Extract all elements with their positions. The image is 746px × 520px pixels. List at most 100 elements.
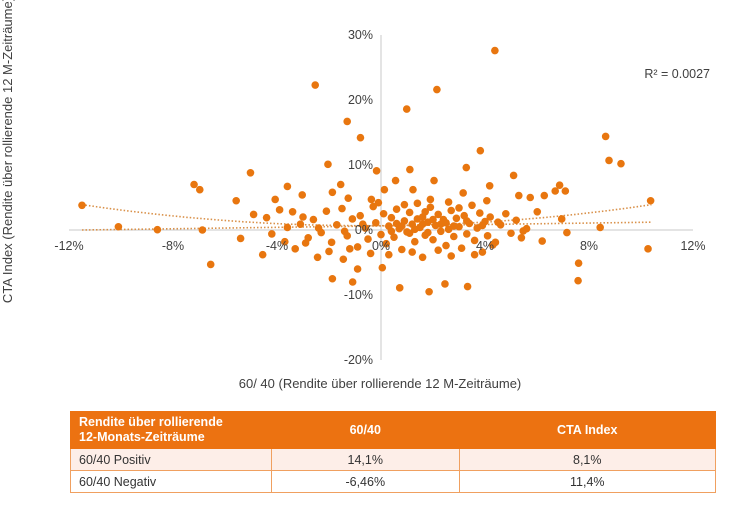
data-point [551, 187, 559, 195]
cell-cta: 11,4% [458, 470, 717, 493]
data-point [430, 176, 438, 185]
x-tick-label: 8% [580, 239, 598, 253]
data-point [324, 160, 332, 169]
data-point [411, 237, 419, 246]
data-point [468, 201, 476, 210]
data-point [385, 250, 393, 259]
data-point [364, 235, 372, 243]
data-point [646, 196, 655, 205]
data-point [114, 222, 123, 231]
polynomial-trendline [81, 203, 652, 227]
header-cta: CTA Index [458, 411, 717, 449]
data-point [426, 203, 435, 212]
data-point [533, 208, 542, 216]
cell-cta: 8,1% [458, 448, 717, 471]
data-point [509, 171, 518, 180]
data-point [557, 215, 566, 223]
data-point [512, 216, 520, 225]
data-point [291, 245, 300, 253]
data-point [424, 228, 432, 237]
data-point [322, 207, 331, 215]
y-tick-label: 0% [355, 223, 373, 237]
data-point [367, 195, 376, 204]
y-axis-title: CTA Index (Rendite über rollierende 12 M… [0, 0, 15, 304]
data-point [442, 241, 450, 250]
data-point [309, 215, 318, 224]
data-point [299, 213, 307, 221]
axes [69, 35, 693, 360]
data-point [374, 198, 383, 207]
data-point [455, 204, 463, 212]
data-point [421, 208, 430, 216]
data-point [526, 193, 535, 202]
row-label: 60/40 Negativ [70, 470, 272, 493]
data-point [275, 206, 284, 214]
x-tick-label: 0% [372, 239, 390, 253]
data-point [400, 200, 409, 209]
data-point [644, 245, 652, 253]
data-point [314, 224, 323, 232]
data-point [413, 215, 422, 223]
data-point [470, 250, 479, 259]
cell-6040: 14,1% [271, 448, 460, 471]
data-point [346, 245, 354, 253]
summary-table: Rendite über rollierende 12-Monats-Zeiträ… [70, 411, 717, 493]
data-point [555, 181, 564, 189]
data-point [353, 243, 362, 251]
data-point [489, 241, 497, 249]
data-point [406, 165, 414, 174]
data-point [398, 222, 406, 230]
data-point [369, 202, 378, 211]
tick-labels: -12% -8% -4% 0% 4% 8% 12% -20% -10% 0% 10% 20% 30% [54, 28, 705, 367]
data-point [380, 185, 389, 194]
header-period: Rendite über rollierende 12-Monats-Zeiträ… [70, 411, 272, 449]
header-period-line2: 12-Monats-Zeiträume [79, 430, 205, 444]
data-point [340, 227, 349, 236]
data-point [344, 194, 353, 202]
data-point [395, 284, 404, 292]
data-point [391, 176, 400, 185]
x-tick-label: -8% [162, 239, 184, 253]
data-point [327, 238, 336, 247]
data-point [483, 232, 492, 240]
x-tick-label: 12% [680, 239, 705, 253]
data-point [459, 189, 467, 197]
data-point [418, 220, 427, 228]
data-point [437, 227, 445, 236]
data-point [470, 236, 479, 245]
header-6040: 60/40 [271, 411, 460, 449]
data-point [325, 247, 333, 256]
scatter-chart: -12% -8% -4% 0% 4% 8% 12% -20% -10% 0% 10% 20% 30% R… [54, 28, 710, 367]
data-point [478, 248, 487, 256]
data-point [540, 191, 549, 200]
data-point [476, 209, 484, 217]
data-point [372, 167, 381, 175]
data-point [418, 253, 427, 262]
y-tick-label: -10% [344, 288, 373, 302]
data-point [538, 237, 546, 245]
data-point [356, 133, 365, 142]
data-point [271, 195, 279, 204]
data-point [522, 224, 531, 233]
data-point [485, 182, 494, 190]
data-point [377, 230, 385, 239]
data-point [372, 219, 380, 227]
data-point [413, 199, 422, 208]
data-point [379, 209, 388, 218]
data-point [601, 132, 610, 141]
data-point [441, 280, 449, 288]
x-tick-label: -4% [266, 239, 288, 253]
row-label: 60/40 Positiv [70, 448, 272, 471]
data-point [398, 245, 406, 254]
data-point [281, 237, 289, 246]
data-point [605, 156, 613, 165]
data-point [574, 276, 582, 285]
data-point [378, 263, 387, 272]
y-tick-label: 30% [348, 28, 373, 42]
data-point [298, 191, 307, 199]
data-point [596, 223, 604, 232]
data-point [494, 218, 502, 226]
data-point [283, 182, 292, 191]
data-point [450, 222, 458, 230]
data-point [483, 196, 491, 205]
